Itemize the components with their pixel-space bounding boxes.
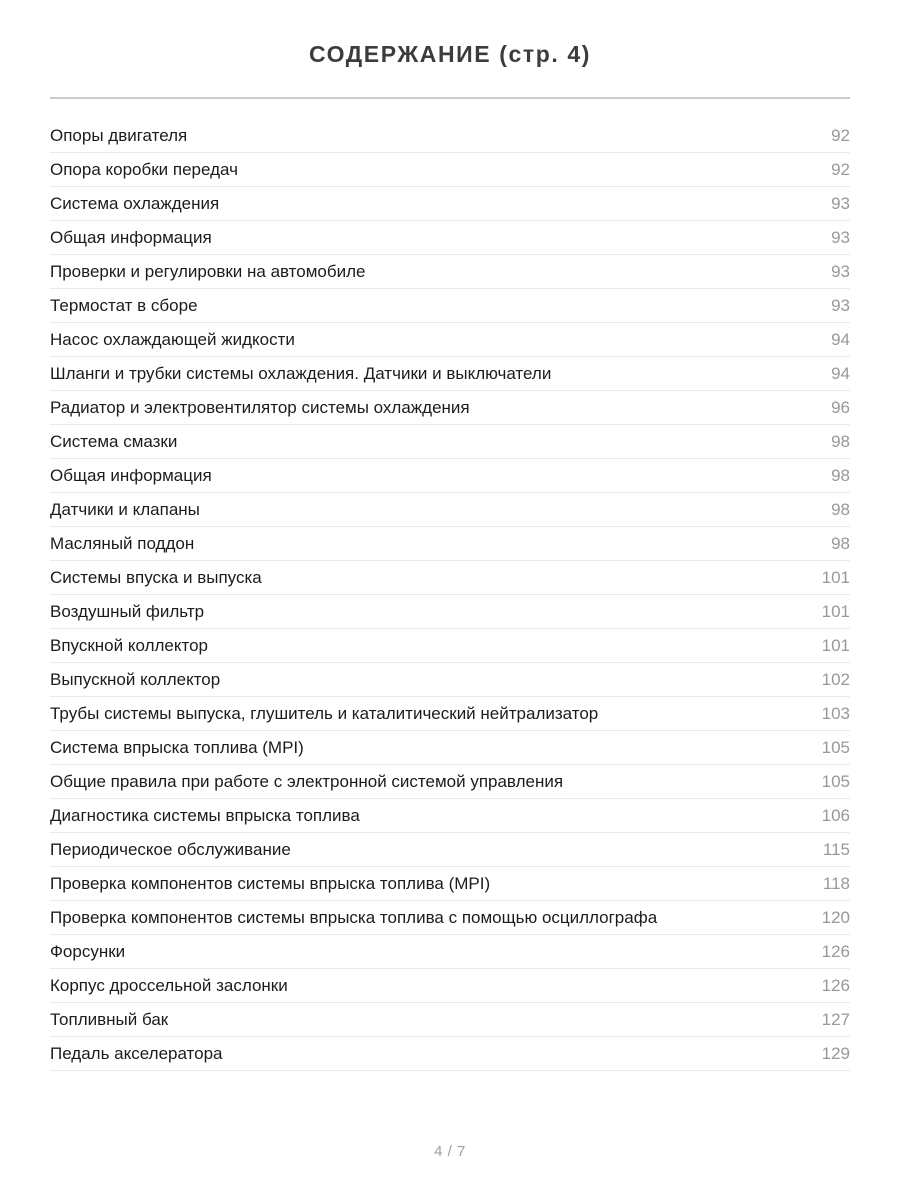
toc-entry-page: 101	[821, 601, 850, 621]
toc-entry[interactable]: Форсунки 126	[50, 935, 850, 969]
title-divider	[50, 97, 850, 99]
toc-entry-page: 101	[821, 567, 850, 587]
toc-entry-label: Трубы системы выпуска, глушитель и катал…	[50, 703, 599, 723]
toc-entry-label: Опора коробки передач	[50, 159, 238, 179]
toc-entry[interactable]: Радиатор и электровентилятор системы охл…	[50, 391, 850, 425]
toc-entry-label: Система впрыска топлива (MPI)	[50, 737, 304, 757]
toc-entry[interactable]: Шланги и трубки системы охлаждения. Датч…	[50, 357, 850, 391]
toc-entry-page: 98	[831, 499, 850, 519]
toc-entry-page: 106	[821, 805, 850, 825]
toc-entry-page: 98	[831, 431, 850, 451]
toc-entry-label: Корпус дроссельной заслонки	[50, 975, 288, 995]
toc-entry-label: Общие правила при работе с электронной с…	[50, 771, 564, 791]
toc-entry-label: Системы впуска и выпуска	[50, 567, 262, 587]
toc-entry[interactable]: Опора коробки передач 92	[50, 153, 850, 187]
toc-entry-label: Насос охлаждающей жидкости	[50, 329, 295, 349]
toc-entry-page: 98	[831, 465, 850, 485]
toc-entry-page: 101	[821, 635, 850, 655]
toc-entry-label: Диагностика системы впрыска топлива	[50, 805, 360, 825]
toc-entry-label: Термостат в сборе	[50, 295, 198, 315]
toc-entry[interactable]: Диагностика системы впрыска топлива 106	[50, 799, 850, 833]
toc-entry[interactable]: Система впрыска топлива (MPI) 105	[50, 731, 850, 765]
toc-entry[interactable]: Системы впуска и выпуска 101	[50, 561, 850, 595]
toc-entry[interactable]: Впускной коллектор 101	[50, 629, 850, 663]
toc-entry-page: 105	[821, 771, 850, 791]
toc-entry-page: 93	[831, 295, 850, 315]
toc-entry-label: Выпускной коллектор	[50, 669, 221, 689]
toc-entry[interactable]: Общая информация 98	[50, 459, 850, 493]
toc-entry-page: 129	[821, 1043, 850, 1063]
toc-entry-page: 93	[831, 227, 850, 247]
toc-entry[interactable]: Масляный поддон 98	[50, 527, 850, 561]
toc-entry[interactable]: Общие правила при работе с электронной с…	[50, 765, 850, 799]
toc-entry-page: 105	[821, 737, 850, 757]
toc-entry-page: 103	[821, 703, 850, 723]
toc-entry-label: Радиатор и электровентилятор системы охл…	[50, 397, 470, 417]
toc-entry-page: 93	[831, 193, 850, 213]
toc-entry-label: Общая информация	[50, 227, 212, 247]
toc-entry-label: Проверка компонентов системы впрыска топ…	[50, 873, 491, 893]
toc-entry[interactable]: Периодическое обслуживание 115	[50, 833, 850, 867]
toc-entry-page: 126	[821, 975, 850, 995]
toc-entry[interactable]: Термостат в сборе 93	[50, 289, 850, 323]
toc-entry-label: Топливный бак	[50, 1009, 169, 1029]
toc-entry[interactable]: Датчики и клапаны 98	[50, 493, 850, 527]
toc-entry-label: Масляный поддон	[50, 533, 195, 553]
toc-entry[interactable]: Выпускной коллектор 102	[50, 663, 850, 697]
toc-entry[interactable]: Топливный бак 127	[50, 1003, 850, 1037]
toc-entry[interactable]: Общая информация 93	[50, 221, 850, 255]
toc-entry-page: 93	[831, 261, 850, 281]
toc-entry[interactable]: Проверка компонентов системы впрыска топ…	[50, 867, 850, 901]
toc-entry[interactable]: Система смазки 98	[50, 425, 850, 459]
toc-entry[interactable]: Система охлаждения 93	[50, 187, 850, 221]
toc-entry-page: 102	[821, 669, 850, 689]
toc-entry-label: Впускной коллектор	[50, 635, 208, 655]
toc-entry[interactable]: Насос охлаждающей жидкости 94	[50, 323, 850, 357]
toc-entry[interactable]: Педаль акселератора 129	[50, 1037, 850, 1071]
toc-list: Опоры двигателя 92 Опора коробки передач…	[50, 99, 850, 1071]
toc-entry-page: 94	[831, 329, 850, 349]
toc-entry-page: 98	[831, 533, 850, 553]
toc-entry-label: Система охлаждения	[50, 193, 220, 213]
toc-entry-label: Общая информация	[50, 465, 212, 485]
toc-entry-page: 118	[822, 873, 850, 893]
toc-entry-page: 96	[831, 397, 850, 417]
toc-entry-label: Проверка компонентов системы впрыска топ…	[50, 907, 658, 927]
toc-entry-label: Опоры двигателя	[50, 125, 188, 145]
page-title: СОДЕРЖАНИЕ (стр. 4)	[308, 41, 592, 67]
toc-entry-label: Воздушный фильтр	[50, 601, 205, 621]
toc-entry[interactable]: Проверки и регулировки на автомобиле 93	[50, 255, 850, 289]
toc-entry-label: Проверки и регулировки на автомобиле	[50, 261, 366, 281]
toc-entry-page: 127	[821, 1009, 850, 1029]
toc-entry[interactable]: Опоры двигателя 92	[50, 119, 850, 153]
page-pager: 4 / 7	[434, 1143, 466, 1160]
toc-entry-label: Форсунки	[50, 941, 126, 961]
toc-entry-label: Педаль акселератора	[50, 1043, 223, 1063]
toc-entry[interactable]: Трубы системы выпуска, глушитель и катал…	[50, 697, 850, 731]
toc-entry-page: 115	[822, 839, 850, 859]
toc-entry-label: Периодическое обслуживание	[50, 839, 291, 859]
toc-entry[interactable]: Проверка компонентов системы впрыска топ…	[50, 901, 850, 935]
toc-entry-label: Система смазки	[50, 431, 178, 451]
toc-entry-page: 92	[831, 159, 850, 179]
toc-entry-page: 120	[821, 907, 850, 927]
toc-entry[interactable]: Воздушный фильтр 101	[50, 595, 850, 629]
toc-entry-page: 126	[821, 941, 850, 961]
toc-entry-page: 92	[831, 125, 850, 145]
toc-entry-page: 94	[831, 363, 850, 383]
toc-entry-label: Датчики и клапаны	[50, 499, 200, 519]
toc-entry-label: Шланги и трубки системы охлаждения. Датч…	[50, 363, 552, 383]
toc-entry[interactable]: Корпус дроссельной заслонки 126	[50, 969, 850, 1003]
